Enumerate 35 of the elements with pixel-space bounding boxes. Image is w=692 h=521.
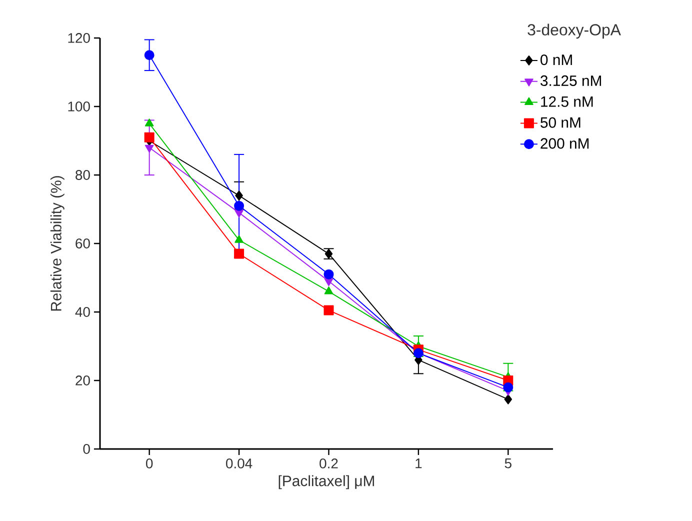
point: [144, 132, 154, 142]
y-tick-label: 60: [76, 238, 90, 248]
x-tick-label: 0.2: [320, 458, 338, 468]
x-tick-label: 0.04: [226, 458, 252, 468]
y-tick-label: 120: [68, 33, 90, 43]
point: [144, 144, 154, 153]
x-tick-label: 1: [416, 458, 422, 468]
point: [234, 248, 244, 259]
legend-title: 3-deoxy-OpA: [528, 24, 621, 39]
y-axis-title: Relative Viability (%): [50, 176, 64, 311]
legend-label: 50 nM: [540, 117, 580, 128]
y-tick-label: 80: [76, 170, 90, 180]
point: [324, 278, 334, 286]
point: [144, 118, 154, 126]
point: [324, 305, 334, 316]
y-tick-label: 100: [68, 102, 90, 112]
y-tick-label: 20: [76, 376, 90, 386]
point: [234, 200, 244, 211]
point: [234, 210, 244, 218]
legend-label: 12.5 nM: [541, 96, 593, 107]
point: [324, 269, 334, 280]
point: [503, 382, 514, 392]
point: [234, 235, 244, 243]
point: [504, 394, 512, 404]
legend-label: 200 nM: [540, 138, 589, 149]
legend-label: 0 nM: [540, 54, 572, 66]
y-tick-label: 40: [75, 307, 90, 317]
point: [144, 50, 154, 60]
point: [324, 286, 334, 294]
legend-label: 3.125 nM: [540, 75, 602, 86]
x-tick-label: 5: [504, 458, 512, 468]
x-tick-label: 0: [146, 458, 153, 468]
point: [235, 190, 243, 201]
x-axis-title: [Paclitaxel] μM: [278, 475, 374, 490]
y-tick-label: 0: [83, 444, 90, 454]
